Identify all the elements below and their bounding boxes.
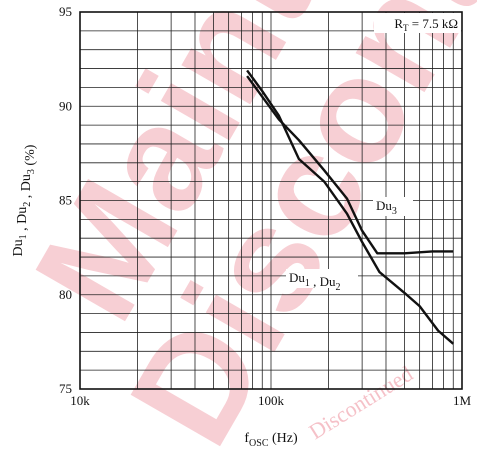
series-label-bg xyxy=(373,197,413,216)
y-tick-label: 90 xyxy=(59,98,72,113)
series-line-du1-du2 xyxy=(246,69,455,345)
series-label-bg xyxy=(286,269,358,288)
y-tick-label: 85 xyxy=(59,193,72,208)
x-axis-label: fOSC (Hz) xyxy=(244,431,298,449)
x-tick-label: 1M xyxy=(453,393,472,408)
y-tick-label: 75 xyxy=(59,381,72,396)
condition-box xyxy=(374,13,461,33)
y-tick-label: 95 xyxy=(59,4,72,19)
plot-frame xyxy=(79,11,463,390)
series-label-du1-du2: Du1 , Du2 xyxy=(289,270,341,293)
x-tick-label: 10k xyxy=(70,393,90,408)
y-axis-label: Du1 , Du2 , Du3 (%) xyxy=(11,144,38,256)
condition-label: RT = 7.5 kΩ xyxy=(394,16,458,33)
x-tick-label: 100k xyxy=(258,393,285,408)
series-label-du3: Du3 xyxy=(376,198,397,217)
series-line-du3 xyxy=(246,75,454,255)
watermark-small: Discontinued xyxy=(304,361,417,444)
y-tick-label: 80 xyxy=(59,287,72,302)
